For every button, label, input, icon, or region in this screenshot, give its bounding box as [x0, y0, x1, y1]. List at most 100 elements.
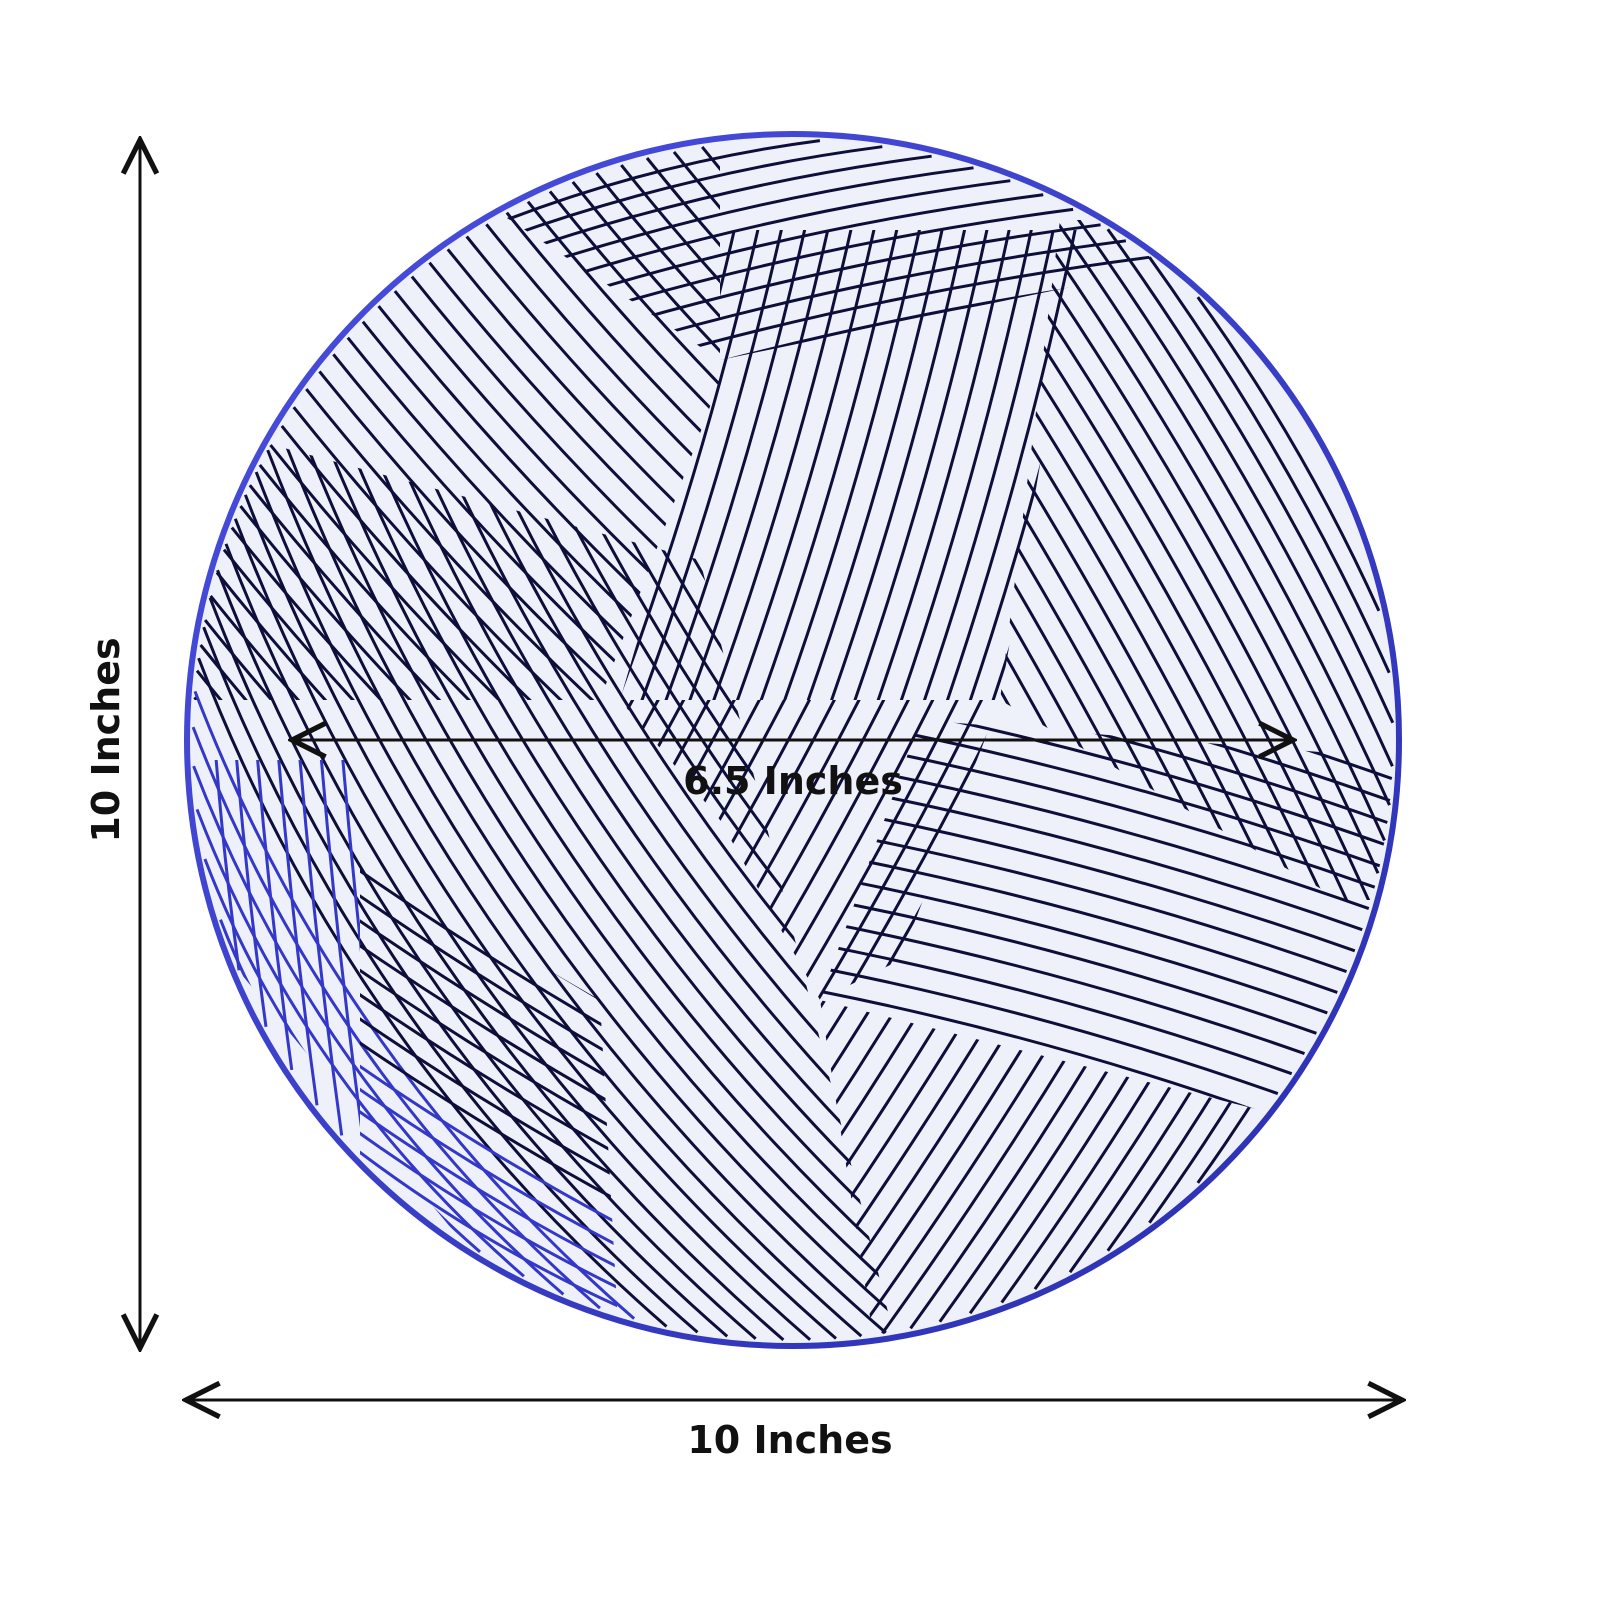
pattern-line — [239, 505, 720, 700]
pattern-line — [278, 760, 344, 1136]
pattern-line — [360, 860, 620, 1290]
pattern-line — [853, 1000, 1300, 1338]
pattern-line — [968, 1000, 1300, 1315]
pattern-line — [820, 904, 1279, 1096]
pattern-line — [480, 154, 932, 306]
pattern-line — [254, 471, 863, 1338]
pattern-line — [1000, 1000, 1300, 1304]
pattern-line — [1033, 220, 1391, 806]
pattern-line — [820, 744, 1356, 953]
pattern-line — [820, 835, 1317, 1035]
pattern-line — [571, 180, 720, 700]
pattern-line — [480, 223, 1101, 360]
pattern-line — [240, 760, 294, 1071]
pattern-line — [620, 230, 803, 700]
pattern-line — [269, 444, 720, 700]
pattern-line — [938, 1000, 1300, 1323]
pattern-line — [820, 720, 1381, 868]
pattern-line — [820, 858, 1305, 1056]
pattern-line — [318, 420, 900, 1312]
pattern-line — [305, 388, 720, 700]
pattern-line — [1106, 228, 1395, 724]
pattern-line — [233, 518, 812, 1341]
pattern-line — [280, 424, 720, 700]
pattern-line — [278, 428, 900, 1330]
pattern-line — [1196, 296, 1381, 612]
pattern-line — [620, 230, 871, 700]
pattern-line — [620, 230, 826, 700]
pattern-line — [820, 789, 1338, 994]
pattern-line — [620, 700, 1000, 1000]
pattern-line — [410, 275, 720, 700]
pattern-line — [620, 700, 1000, 1000]
pattern-line — [202, 626, 699, 1334]
pattern-line — [820, 881, 1293, 1076]
pattern-line — [649, 230, 1061, 700]
pattern-line — [360, 860, 620, 1300]
pattern-line — [465, 235, 720, 700]
pattern-line — [620, 700, 996, 1000]
pattern-line — [428, 261, 720, 700]
pattern-line — [222, 548, 720, 700]
inner-diameter-label: 6.5 Inches — [683, 759, 903, 803]
pattern-line — [346, 336, 720, 700]
pattern-line — [465, 420, 900, 1220]
pattern-line — [360, 980, 620, 1338]
pattern-line — [361, 320, 720, 700]
pattern-line — [820, 720, 1388, 824]
pattern-line — [620, 230, 979, 700]
pattern-line — [820, 1000, 1300, 1341]
pattern-line — [192, 765, 565, 1296]
pattern-line — [208, 597, 729, 1338]
pattern-line — [595, 172, 720, 700]
pattern-line — [620, 230, 893, 700]
pattern-line — [480, 239, 1127, 360]
pattern-line — [230, 526, 720, 700]
pattern-line — [377, 305, 720, 700]
width-label: 10 Inches — [687, 1418, 893, 1462]
pattern-line — [224, 543, 785, 1342]
pattern-line — [205, 760, 241, 971]
pattern-line — [820, 928, 1264, 1115]
pattern-line — [505, 211, 720, 700]
pattern-line — [620, 230, 1021, 700]
pattern-line — [332, 353, 720, 700]
pattern-line — [360, 1053, 620, 1342]
pattern-line — [216, 569, 757, 1340]
pattern-line — [447, 420, 900, 1233]
pattern-line — [620, 700, 1000, 1000]
pattern-line — [526, 200, 720, 700]
pattern-line — [292, 406, 720, 700]
pattern-line — [620, 230, 937, 700]
pattern-line — [620, 230, 958, 700]
pattern-line — [909, 1000, 1300, 1330]
pattern-line — [820, 812, 1328, 1015]
pattern-line — [1148, 256, 1391, 674]
pattern-line — [620, 230, 915, 700]
pattern-line — [820, 720, 1376, 889]
pattern-line — [222, 760, 268, 1028]
pattern-line — [820, 766, 1347, 974]
pattern-line — [820, 720, 1370, 911]
pattern-line — [620, 230, 1000, 700]
pattern-line — [620, 700, 1000, 1000]
pattern-line — [620, 230, 849, 700]
pattern-line — [1000, 220, 1279, 900]
pattern-line — [485, 223, 720, 700]
pattern-line — [360, 1015, 620, 1341]
pattern-line — [820, 722, 1363, 932]
pattern-line — [297, 760, 360, 1162]
pattern-line — [480, 193, 1044, 360]
pattern-line — [1033, 1000, 1300, 1290]
pattern-line — [360, 947, 620, 1333]
pattern-line — [671, 230, 1080, 700]
height-label: 10 Inches — [84, 637, 128, 843]
pattern-line — [446, 248, 720, 700]
pattern-line — [620, 700, 1000, 1000]
pattern-line — [1000, 220, 1306, 900]
pattern-line — [1000, 220, 1293, 900]
pattern-line — [318, 370, 720, 700]
pattern-line — [360, 915, 620, 1327]
